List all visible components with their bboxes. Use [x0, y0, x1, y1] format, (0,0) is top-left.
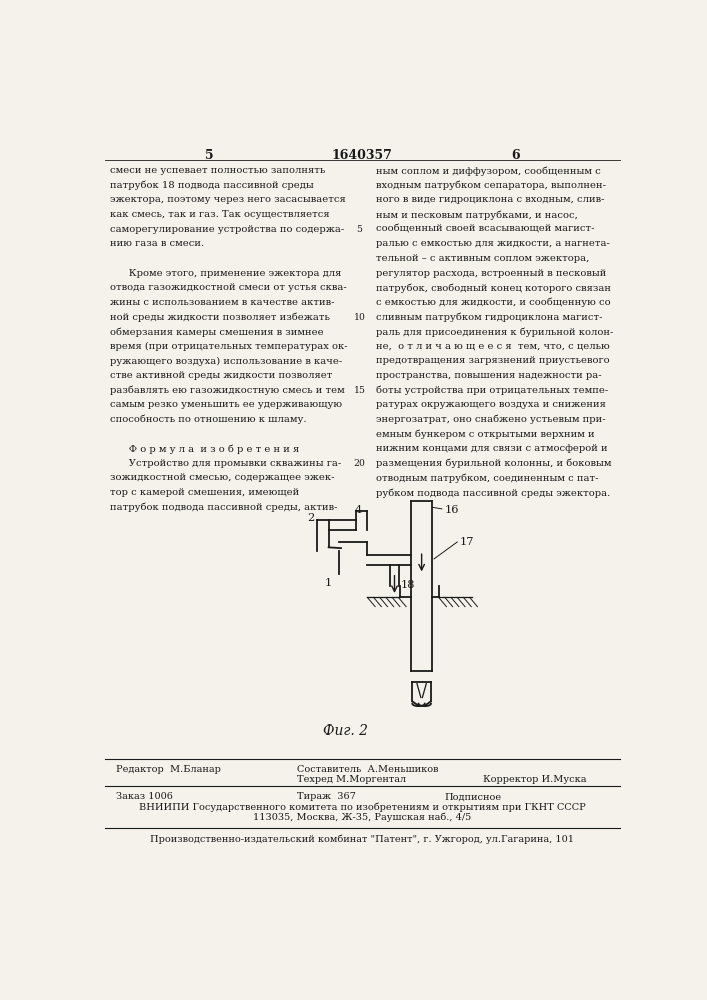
Text: ной среды жидкости позволяет избежать: ной среды жидкости позволяет избежать: [110, 312, 330, 322]
Text: Устройство для промывки скважины га-: Устройство для промывки скважины га-: [110, 459, 341, 468]
Text: как смесь, так и газ. Так осуществляется: как смесь, так и газ. Так осуществляется: [110, 210, 330, 219]
Text: сливным патрубком гидроциклона магист-: сливным патрубком гидроциклона магист-: [376, 312, 602, 322]
Text: 1640357: 1640357: [332, 149, 393, 162]
Text: емным бункером с открытыми верхним и: емным бункером с открытыми верхним и: [376, 430, 595, 439]
Text: патрубок, свободный конец которого связан: патрубок, свободный конец которого связа…: [376, 283, 611, 293]
Text: ратурах окружающего воздуха и снижения: ратурах окружающего воздуха и снижения: [376, 400, 606, 409]
Text: предотвращения загрязнений приустьевого: предотвращения загрязнений приустьевого: [376, 356, 609, 365]
Text: патрубок подвода пассивной среды, актив-: патрубок подвода пассивной среды, актив-: [110, 503, 338, 512]
Text: ного в виде гидроциклона с входным, слив-: ного в виде гидроциклона с входным, слив…: [376, 195, 604, 204]
Text: не,  о т л и ч а ю щ е е с я  тем, что, с целью: не, о т л и ч а ю щ е е с я тем, что, с …: [376, 342, 609, 351]
Text: способность по отношению к шламу.: способность по отношению к шламу.: [110, 415, 307, 424]
Text: входным патрубком сепаратора, выполнен-: входным патрубком сепаратора, выполнен-: [376, 181, 606, 190]
Text: раль для присоединения к бурильной колон-: раль для присоединения к бурильной колон…: [376, 327, 614, 337]
Text: ным соплом и диффузором, сообщенным с: ным соплом и диффузором, сообщенным с: [376, 166, 601, 176]
Text: 5: 5: [356, 225, 363, 234]
Text: Производственно-издательский комбинат "Патент", г. Ужгород, ул.Гагарина, 101: Производственно-издательский комбинат "П…: [151, 835, 574, 844]
Text: стве активной среды жидкости позволяет: стве активной среды жидкости позволяет: [110, 371, 333, 380]
Text: отвода газожидкостной смеси от устья сква-: отвода газожидкостной смеси от устья скв…: [110, 283, 347, 292]
Text: рубком подвода пассивной среды эжектора.: рубком подвода пассивной среды эжектора.: [376, 488, 610, 498]
Text: самым резко уменьшить ее удерживающую: самым резко уменьшить ее удерживающую: [110, 400, 342, 409]
Text: пространства, повышения надежности ра-: пространства, повышения надежности ра-: [376, 371, 602, 380]
Text: Подписное: Подписное: [445, 792, 502, 801]
Text: патрубок 18 подвода пассивной среды: патрубок 18 подвода пассивной среды: [110, 181, 314, 190]
Text: 20: 20: [354, 459, 366, 468]
Text: 15: 15: [354, 386, 366, 395]
Text: эжектора, поэтому через него засасывается: эжектора, поэтому через него засасываетс…: [110, 195, 346, 204]
Text: 10: 10: [354, 312, 366, 322]
Text: ружающего воздуха) использование в каче-: ружающего воздуха) использование в каче-: [110, 356, 343, 366]
Text: зожидкостной смесью, содержащее эжек-: зожидкостной смесью, содержащее эжек-: [110, 473, 335, 482]
Text: тор с камерой смешения, имеющей: тор с камерой смешения, имеющей: [110, 488, 300, 497]
Text: саморегулирование устройства по содержа-: саморегулирование устройства по содержа-: [110, 225, 344, 234]
Text: ралью с емкостью для жидкости, а нагнета-: ралью с емкостью для жидкости, а нагнета…: [376, 239, 610, 248]
Text: Редактор  М.Бланар: Редактор М.Бланар: [116, 765, 221, 774]
Text: 6: 6: [511, 149, 520, 162]
Text: Корректор И.Муска: Корректор И.Муска: [483, 775, 586, 784]
Text: ным и песковым патрубками, и насос,: ным и песковым патрубками, и насос,: [376, 210, 578, 220]
Text: отводным патрубком, соединенным с пат-: отводным патрубком, соединенным с пат-: [376, 473, 599, 483]
Text: время (при отрицательных температурах ок-: время (при отрицательных температурах ок…: [110, 342, 348, 351]
Text: 5: 5: [204, 149, 214, 162]
Text: нижним концами для связи с атмосферой и: нижним концами для связи с атмосферой и: [376, 444, 607, 453]
Text: Кроме этого, применение эжектора для: Кроме этого, применение эжектора для: [110, 269, 341, 278]
Text: 18: 18: [401, 580, 415, 590]
Text: жины с использованием в качестве актив-: жины с использованием в качестве актив-: [110, 298, 335, 307]
Text: энергозатрат, оно снабжено устьевым при-: энергозатрат, оно снабжено устьевым при-: [376, 415, 606, 424]
Text: размещения бурильной колонны, и боковым: размещения бурильной колонны, и боковым: [376, 459, 612, 468]
Text: 16: 16: [445, 505, 460, 515]
Text: 2: 2: [307, 513, 315, 523]
Text: Заказ 1006: Заказ 1006: [116, 792, 173, 801]
Text: с емкостью для жидкости, и сообщенную со: с емкостью для жидкости, и сообщенную со: [376, 298, 611, 307]
Text: смеси не успевает полностью заполнять: смеси не успевает полностью заполнять: [110, 166, 325, 175]
Text: 17: 17: [460, 537, 474, 547]
Text: регулятор расхода, встроенный в песковый: регулятор расхода, встроенный в песковый: [376, 269, 607, 278]
Text: боты устройства при отрицательных темпе-: боты устройства при отрицательных темпе-: [376, 386, 608, 395]
Text: Тираж  367: Тираж 367: [297, 792, 356, 801]
Text: разбавлять ею газожидкостную смесь и тем: разбавлять ею газожидкостную смесь и тем: [110, 386, 345, 395]
Text: Техред М.Моргентал: Техред М.Моргентал: [297, 775, 406, 784]
Text: Ф о р м у л а  и з о б р е т е н и я: Ф о р м у л а и з о б р е т е н и я: [110, 444, 300, 454]
Text: Фиг. 2: Фиг. 2: [323, 724, 368, 738]
Text: нию газа в смеси.: нию газа в смеси.: [110, 239, 204, 248]
Text: сообщенный своей всасывающей магист-: сообщенный своей всасывающей магист-: [376, 225, 595, 234]
Text: Составитель  А.Меньшиков: Составитель А.Меньшиков: [297, 765, 438, 774]
Text: 4: 4: [354, 505, 362, 515]
Text: ВНИИПИ Государственного комитета по изобретениям и открытиям при ГКНТ СССР: ВНИИПИ Государственного комитета по изоб…: [139, 803, 585, 812]
Text: 1: 1: [325, 578, 332, 588]
Text: обмерзания камеры смешения в зимнее: обмерзания камеры смешения в зимнее: [110, 327, 324, 337]
Text: 113035, Москва, Ж-35, Раушская наб., 4/5: 113035, Москва, Ж-35, Раушская наб., 4/5: [253, 813, 472, 822]
Text: тельной – с активным соплом эжектора,: тельной – с активным соплом эжектора,: [376, 254, 590, 263]
